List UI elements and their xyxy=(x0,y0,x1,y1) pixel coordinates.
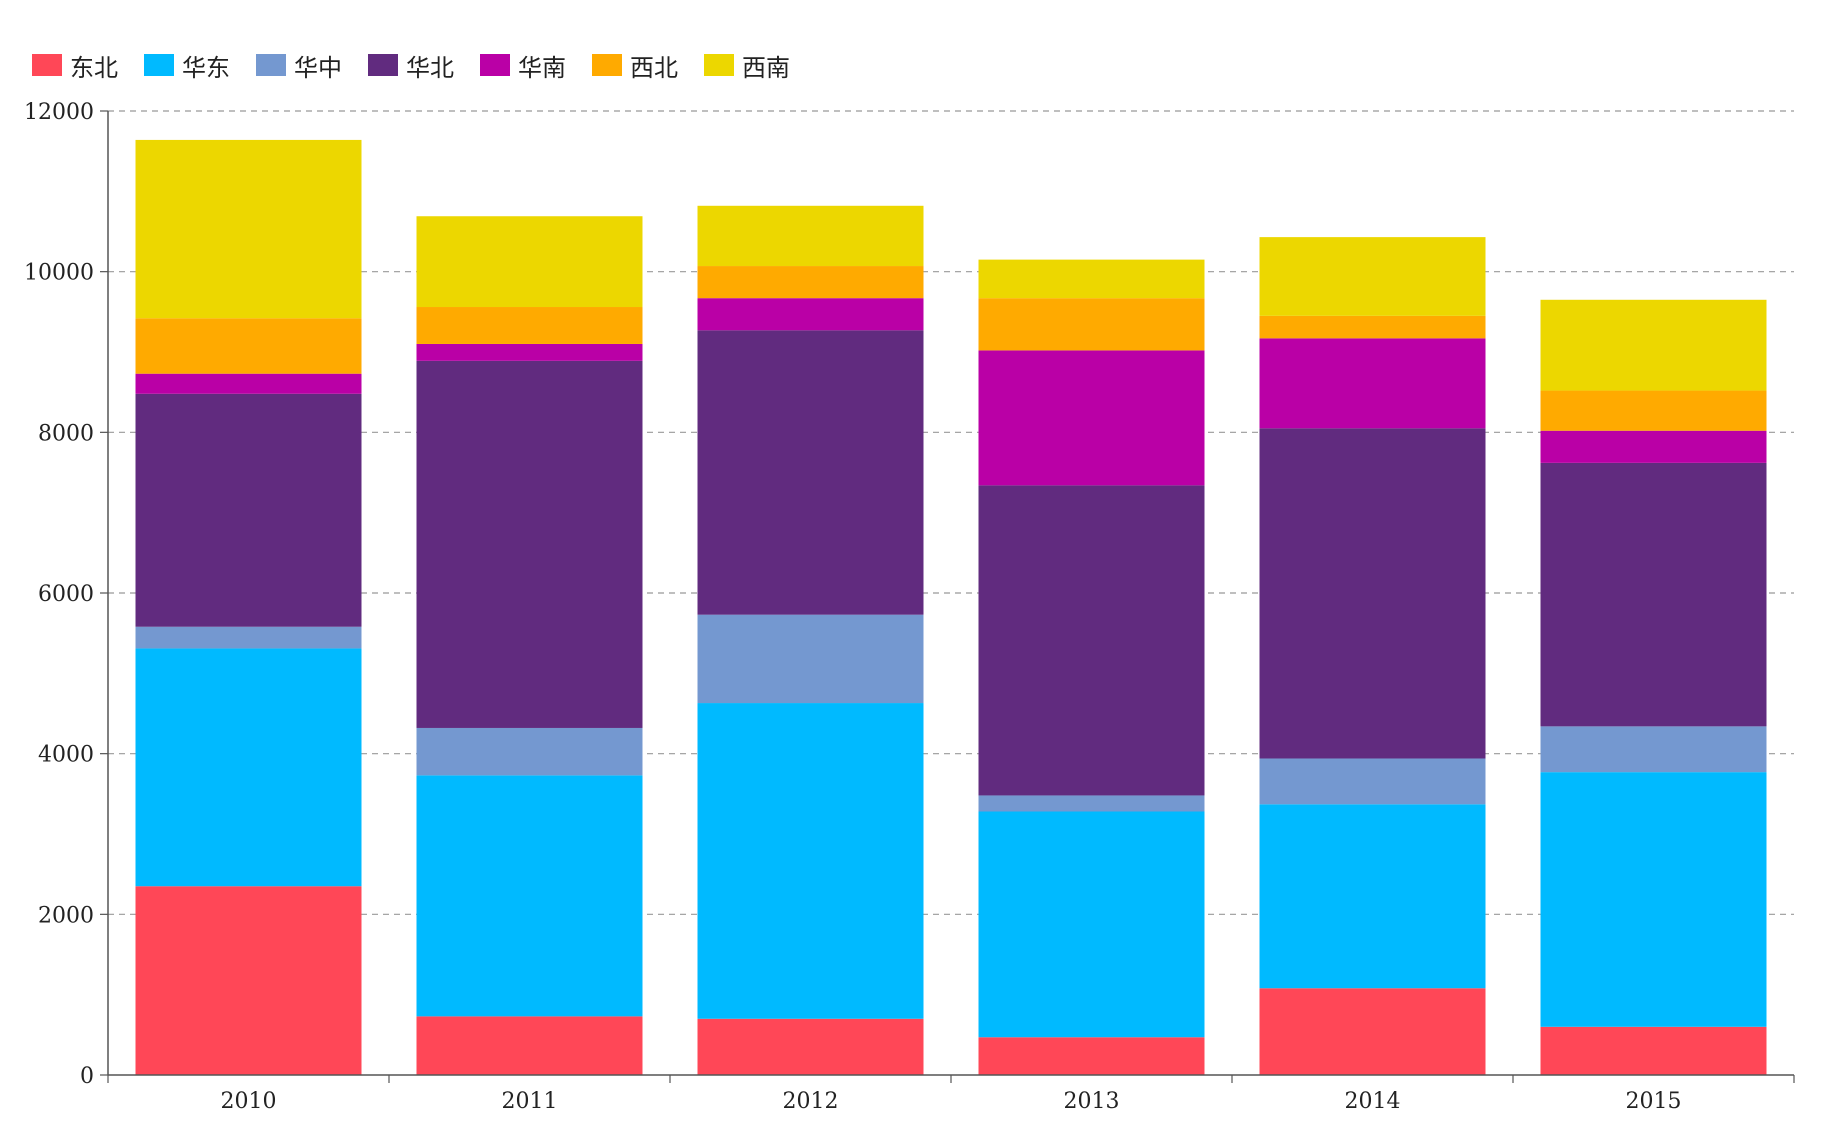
x-tick-label: 2011 xyxy=(502,1089,558,1114)
legend-item-3[interactable]: 华北 xyxy=(368,48,454,83)
legend-label: 东北 xyxy=(70,53,118,82)
legend-swatch xyxy=(32,54,62,76)
bar-segment-2011-0[interactable] xyxy=(416,1016,643,1075)
x-tick-label: 2014 xyxy=(1345,1089,1401,1114)
legend-item-0[interactable]: 东北 xyxy=(32,48,118,83)
legend-item-2[interactable]: 华中 xyxy=(256,48,342,83)
bar-segment-2010-3[interactable] xyxy=(135,393,362,627)
legend-swatch xyxy=(704,54,734,76)
legend-swatch xyxy=(256,54,286,76)
bar-segment-2010-2[interactable] xyxy=(135,626,362,649)
bar-segment-2010-0[interactable] xyxy=(135,886,362,1075)
bar-segment-2010-6[interactable] xyxy=(135,139,362,319)
bar-segment-2014-5[interactable] xyxy=(1259,315,1486,339)
legend-label: 华北 xyxy=(406,53,454,82)
legend-label: 西北 xyxy=(630,53,678,82)
bar-segment-2011-2[interactable] xyxy=(416,727,643,776)
bar-segment-2015-4[interactable] xyxy=(1540,430,1767,463)
bar-segment-2012-4[interactable] xyxy=(697,298,924,331)
chart-legend: 东北 华东 华中 华北 华南 西北 西南 xyxy=(32,48,816,83)
y-tick-label: 6000 xyxy=(38,582,94,607)
legend-item-4[interactable]: 华南 xyxy=(480,48,566,83)
bar-segment-2011-1[interactable] xyxy=(416,775,643,1017)
bar-segment-2013-0[interactable] xyxy=(978,1037,1205,1075)
bar-segment-2013-3[interactable] xyxy=(978,485,1205,796)
legend-swatch xyxy=(480,54,510,76)
bar-segment-2011-6[interactable] xyxy=(416,216,643,308)
bar-segment-2015-3[interactable] xyxy=(1540,462,1767,727)
x-tick-label: 2012 xyxy=(783,1089,839,1114)
y-tick-label: 12000 xyxy=(24,100,94,125)
bar-segment-2013-5[interactable] xyxy=(978,298,1205,351)
bar-segment-2013-6[interactable] xyxy=(978,259,1205,299)
legend-swatch xyxy=(368,54,398,76)
y-tick-label: 10000 xyxy=(24,261,94,286)
bar-segment-2013-2[interactable] xyxy=(978,795,1205,812)
bar-segment-2014-6[interactable] xyxy=(1259,237,1486,316)
bar-segment-2012-1[interactable] xyxy=(697,703,924,1019)
bar-segment-2013-1[interactable] xyxy=(978,811,1205,1038)
bar-segment-2012-5[interactable] xyxy=(697,266,924,299)
x-tick-label: 2013 xyxy=(1064,1089,1120,1114)
legend-swatch xyxy=(592,54,622,76)
legend-label: 华东 xyxy=(182,53,230,82)
bar-segment-2014-3[interactable] xyxy=(1259,428,1486,759)
bar-segment-2010-4[interactable] xyxy=(135,373,362,394)
legend-label: 华南 xyxy=(518,53,566,82)
bar-segment-2015-0[interactable] xyxy=(1540,1026,1767,1075)
bar-segment-2012-2[interactable] xyxy=(697,614,924,704)
legend-label: 西南 xyxy=(742,53,790,82)
bar-segment-2012-0[interactable] xyxy=(697,1018,924,1075)
bar-segment-2014-0[interactable] xyxy=(1259,988,1486,1075)
bar-segment-2010-5[interactable] xyxy=(135,318,362,374)
y-tick-label: 8000 xyxy=(38,421,94,446)
legend-label: 华中 xyxy=(294,53,342,82)
y-tick-label: 0 xyxy=(80,1064,94,1089)
bar-segment-2012-6[interactable] xyxy=(697,205,924,267)
legend-item-1[interactable]: 华东 xyxy=(144,48,230,83)
bar-segment-2010-1[interactable] xyxy=(135,648,362,887)
legend-swatch xyxy=(144,54,174,76)
bar-segment-2015-6[interactable] xyxy=(1540,299,1767,391)
x-tick-label: 2010 xyxy=(221,1089,277,1114)
bar-segment-2011-4[interactable] xyxy=(416,343,643,361)
bar-segment-2011-3[interactable] xyxy=(416,360,643,728)
y-tick-label: 4000 xyxy=(38,743,94,768)
legend-item-5[interactable]: 西北 xyxy=(592,48,678,83)
x-tick-label: 2015 xyxy=(1626,1089,1682,1114)
bar-segment-2014-1[interactable] xyxy=(1259,804,1486,989)
bar-segment-2014-4[interactable] xyxy=(1259,338,1486,429)
bar-segment-2015-5[interactable] xyxy=(1540,390,1767,431)
bar-segment-2015-1[interactable] xyxy=(1540,772,1767,1027)
bar-segment-2012-3[interactable] xyxy=(697,330,924,615)
bar-segment-2011-5[interactable] xyxy=(416,307,643,344)
bar-segment-2013-4[interactable] xyxy=(978,350,1205,486)
bar-segment-2015-2[interactable] xyxy=(1540,726,1767,773)
y-tick-label: 2000 xyxy=(38,903,94,928)
legend-item-6[interactable]: 西南 xyxy=(704,48,790,83)
bar-segment-2014-2[interactable] xyxy=(1259,758,1486,805)
